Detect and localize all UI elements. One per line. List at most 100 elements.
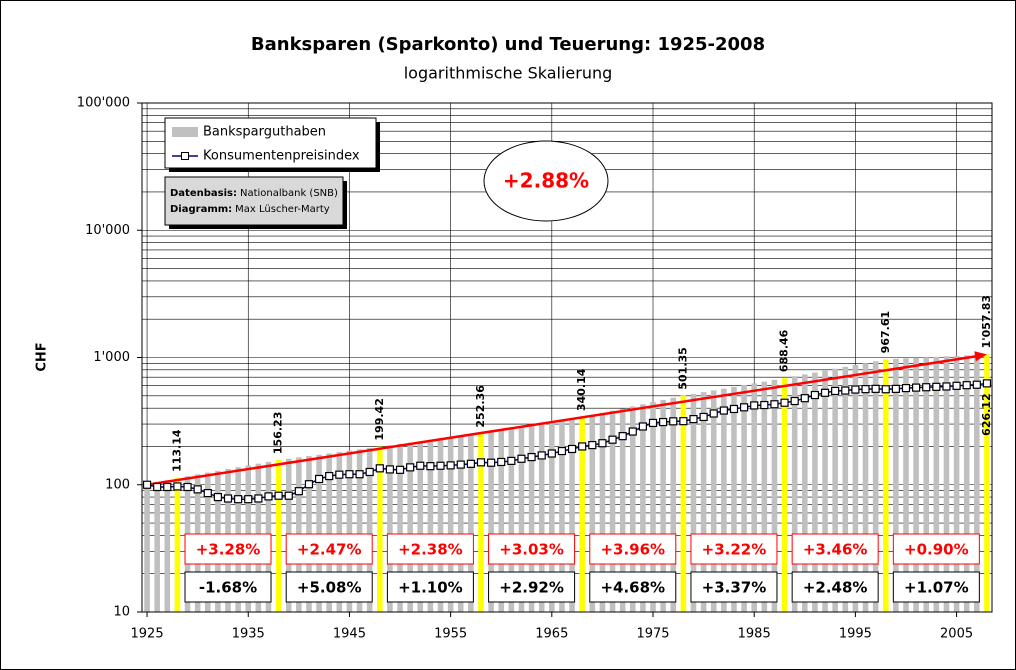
credit-label: Datenbasis: [170,188,237,199]
bar [447,437,454,612]
cpi-marker [517,454,526,463]
inflation-label: +2.48% [803,579,868,597]
cpi-marker [891,384,900,393]
credit-line: Datenbasis: Nationalbank (SNB) [170,188,338,199]
bar [781,378,788,612]
bar [579,417,585,612]
bar [862,363,869,612]
chart-subtitle: logarithmische Skalierung [404,64,613,83]
cpi-marker [831,386,840,396]
growth-label: +3.28% [196,541,261,559]
cpi-marker [173,482,182,491]
cpi-marker [648,418,658,428]
bar [346,450,353,612]
cpi-marker [416,461,425,470]
bar [356,449,363,612]
cpi-marker [962,381,971,390]
bar [488,431,494,612]
cpi-marker [820,388,830,397]
cpi-marker [213,492,222,502]
cpi-marker [507,456,516,465]
inflation-label: +1.07% [904,579,969,597]
cpi-marker [426,462,435,471]
bar [640,404,646,612]
growth-box [488,533,576,565]
cpi-marker [274,491,283,500]
cpi-marker [314,474,324,484]
credit-label: Diagramm: [170,204,232,215]
growth-label: +2.47% [297,541,362,559]
cpi-marker [193,485,202,494]
bar [933,356,940,612]
growth-box [892,533,980,565]
bar [802,374,808,612]
bar [609,410,616,612]
value-label: 626.12 [980,393,993,435]
bar [528,425,535,612]
cpi-marker [760,400,769,410]
cpi-marker [567,444,577,454]
y-tick-label: 10 [113,605,130,620]
x-tick-label: 1955 [434,627,467,642]
bar [680,395,687,612]
inflation-label: +2.92% [499,579,564,597]
bar [721,388,727,612]
legend [164,117,377,169]
cpi-marker [669,417,678,426]
inflation-box [892,571,980,603]
bar [387,445,393,612]
cpi-marker [699,412,708,422]
value-label: 688.46 [778,329,791,372]
growth-box [589,533,677,565]
cpi-marker [729,404,739,414]
bar [943,356,950,612]
cpi-marker [871,384,880,393]
cpi-marker [810,390,820,400]
bar [508,428,515,612]
cpi-marker [901,383,911,393]
bar [275,460,282,612]
cpi-marker [770,400,779,409]
bar [397,444,403,612]
growth-label: +2.38% [398,541,463,559]
cpi-marker [456,460,465,469]
plot-border [141,102,993,613]
bar [427,440,434,612]
cpi-marker [223,494,233,503]
bar [549,422,555,612]
cpi-marker [234,495,243,504]
growth-box [791,533,879,565]
trend-label: +2.88% [503,169,589,193]
inflation-label: +3.37% [702,579,767,597]
bar [751,383,757,612]
cpi-marker [952,381,961,390]
legend-label: Banksparguthaben [203,125,326,140]
bar [812,372,818,612]
value-label: 199.42 [373,398,386,440]
cpi-marker [598,439,607,448]
legend-swatch [172,127,198,137]
y-tick-label: 100'000 [77,96,130,111]
bar [761,381,768,612]
bar [913,357,919,612]
bar [174,477,181,612]
cpi-marker [395,465,405,474]
x-tick-label: 1965 [535,627,568,642]
inflation-box [690,571,778,603]
bar [893,358,899,612]
bar [923,357,930,612]
cpi-marker [254,494,263,503]
value-label: 967.61 [879,311,892,353]
bar [538,423,545,612]
inflation-label: +4.68% [600,579,665,597]
inflation-box [386,571,474,603]
bar [154,482,160,612]
cpi-marker [203,488,212,498]
growth-box [184,533,272,565]
value-label: 252.36 [474,385,487,428]
x-tick-label: 1995 [839,627,872,642]
cpi-marker [861,385,870,394]
x-tick-label: 1985 [738,627,771,642]
cpi-marker [375,464,384,473]
bar [690,393,697,612]
